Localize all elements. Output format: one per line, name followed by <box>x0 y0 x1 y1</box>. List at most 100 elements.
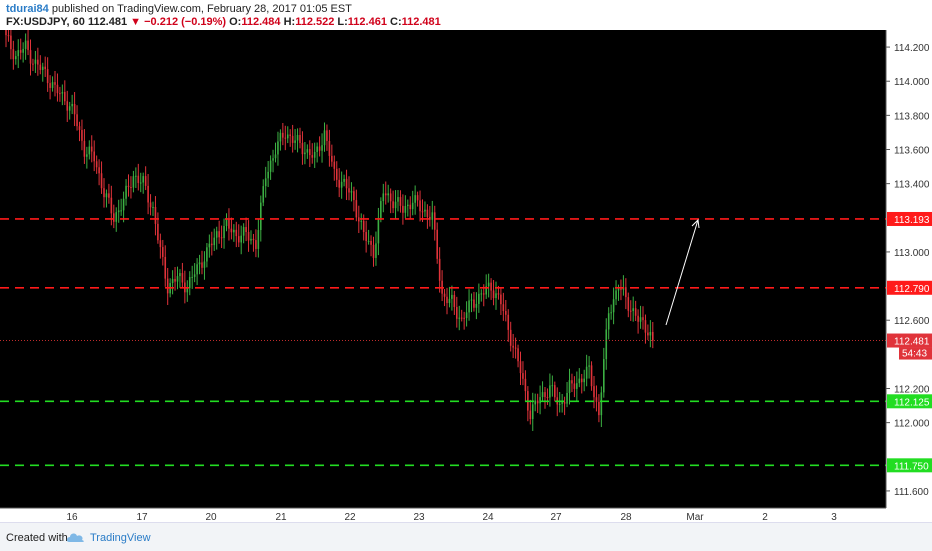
candle-body <box>27 40 29 51</box>
candle-body <box>113 213 115 222</box>
candle-body <box>299 134 301 143</box>
candle-body <box>529 410 532 420</box>
candle-body <box>554 385 556 398</box>
y-tick-label: 113.000 <box>894 248 930 259</box>
candle-body <box>220 237 223 239</box>
candle-body <box>117 210 120 213</box>
candle-body <box>286 134 289 139</box>
candle-body <box>625 287 627 298</box>
candle-body <box>294 140 296 143</box>
candle-body <box>563 402 566 404</box>
candle-body <box>7 35 10 37</box>
candle-body <box>201 262 203 268</box>
author-link[interactable]: tdurai84 <box>6 3 49 15</box>
candle-body <box>642 317 644 321</box>
candle-body <box>100 173 103 189</box>
candle-body <box>536 400 539 404</box>
candle-body <box>615 290 617 300</box>
candle-body <box>514 347 517 349</box>
candle-body <box>90 146 93 152</box>
candle-body <box>291 135 294 143</box>
candle-body <box>360 220 363 222</box>
candle-body <box>558 403 561 405</box>
candle-body <box>260 202 262 231</box>
candle-body <box>397 197 399 202</box>
chart-header: tdurai84 published on TradingView.com, F… <box>0 0 932 30</box>
candle-body <box>617 288 620 291</box>
plot-area[interactable] <box>0 30 886 522</box>
high-value: 112.522 <box>295 16 335 28</box>
candle-body <box>86 154 88 157</box>
last-price: 112.481 <box>87 16 128 28</box>
y-tick-label: 114.000 <box>894 77 930 88</box>
candle-body <box>382 193 385 202</box>
current-price-label: 112.481 <box>894 337 930 348</box>
tradingview-link[interactable]: TradingView <box>90 532 151 544</box>
candle-body <box>262 186 265 203</box>
candle-body <box>426 209 429 217</box>
candle-body <box>480 293 483 295</box>
x-tick-label: 3 <box>831 512 837 522</box>
y-tick-label: 114.200 <box>894 43 930 54</box>
candle-body <box>306 149 309 153</box>
candle-body <box>215 231 218 238</box>
candle-body <box>296 134 299 141</box>
candle-body <box>15 56 17 60</box>
candle-body <box>578 378 581 384</box>
candle-body <box>93 151 95 162</box>
candle-body <box>68 106 71 111</box>
candle-body <box>19 50 22 53</box>
candle-body <box>152 206 154 208</box>
candle-body <box>338 179 340 188</box>
candle-body <box>135 175 137 177</box>
candle-body <box>541 392 544 398</box>
candle-body <box>88 146 91 155</box>
candle-body <box>580 378 583 383</box>
created-with-text: Created with <box>6 532 68 544</box>
countdown-badge <box>899 347 932 360</box>
low-value: 112.461 <box>347 16 387 28</box>
candle-body <box>598 401 600 416</box>
candle-body <box>73 103 76 115</box>
candle-body <box>453 294 456 308</box>
candle-body <box>438 258 441 281</box>
candle-body <box>316 146 318 153</box>
candle-body <box>593 386 595 398</box>
candle-body <box>411 202 414 210</box>
candle-body <box>157 223 159 241</box>
x-tick-label: 24 <box>482 512 494 522</box>
candle-body <box>49 83 51 88</box>
candle-body <box>644 320 647 333</box>
candle-body <box>171 278 174 284</box>
candle-body <box>634 308 637 316</box>
candle-body <box>76 114 78 127</box>
candle-body <box>355 200 358 218</box>
candle-body <box>203 261 206 268</box>
candle-body <box>206 247 208 262</box>
candle-body <box>176 276 179 282</box>
candle-body <box>505 311 507 315</box>
candle-body <box>387 193 389 196</box>
candle-body <box>362 220 365 233</box>
candle-body <box>174 278 176 282</box>
candle-body <box>289 134 291 136</box>
candle-body <box>490 282 492 291</box>
candle-body <box>509 329 512 346</box>
candle-body <box>272 158 274 161</box>
candle-body <box>524 378 527 392</box>
y-tick-label: 113.800 <box>894 111 930 122</box>
candle-body <box>233 229 235 233</box>
time-axis[interactable] <box>0 508 886 522</box>
price-chart[interactable]: 113.193 112.790 112.125 111.750 112.48154:43… <box>0 30 932 522</box>
price-axis[interactable] <box>886 30 932 522</box>
candle-body <box>98 167 100 174</box>
candle-body <box>250 238 252 241</box>
candle-body <box>196 264 198 275</box>
footer: Created with TradingView <box>0 522 932 551</box>
candle-body <box>247 232 250 241</box>
candle-body <box>460 317 463 319</box>
candle-body <box>46 69 49 84</box>
candle-body <box>328 141 331 156</box>
x-tick-label: 28 <box>620 512 632 522</box>
